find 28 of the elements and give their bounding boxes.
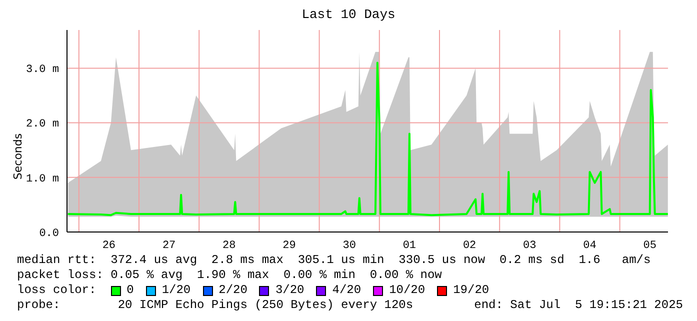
legend-title: loss color: [17,283,98,298]
x-tick-label: 28 [222,240,236,252]
x-tick-label: 26 [102,240,116,252]
x-tick-label: 04 [583,240,597,252]
chart-title: Last 10 Days [300,7,396,22]
x-tick-label: 27 [162,240,176,252]
y-tick-label: 1.0 m [26,173,60,186]
text: median rtt: 372.4 us avg 2.8 ms max 305.1 us min 330.5 us now 0.2 ms sd 1.6 am/s [17,253,652,268]
y-tick-label: 2.0 m [26,118,60,131]
legend-label: 4/20 [332,283,362,298]
legend-label: 1/20 [162,283,191,298]
legend-label: 2/20 [218,283,248,298]
text: packet loss: 0.05 % avg 1.90 % max 0.00 % min 0.00 % now [17,268,443,283]
y-tick-label: 0.0 [39,228,59,240]
legend-label: 10/20 [389,283,426,298]
y-axis-title: Seconds [12,132,24,182]
text: end: Sat Jul 5 19:15:21 2025 [474,298,683,313]
x-tick-label: 01 [402,240,416,252]
x-tick-label: 05 [643,240,656,252]
legend-label: 19/20 [453,283,490,298]
x-tick-label: 29 [282,240,296,252]
y-tick-label: 3.0 m [26,64,60,76]
legend-label: 0 [126,283,134,298]
x-tick-label: 03 [523,240,536,252]
x-tick-label: 30 [342,240,356,252]
x-tick-label: 02 [462,240,476,252]
legend-label: 3/20 [275,283,304,298]
text: probe: 20 ICMP Echo Pings (250 Bytes) every 120s [17,298,414,313]
